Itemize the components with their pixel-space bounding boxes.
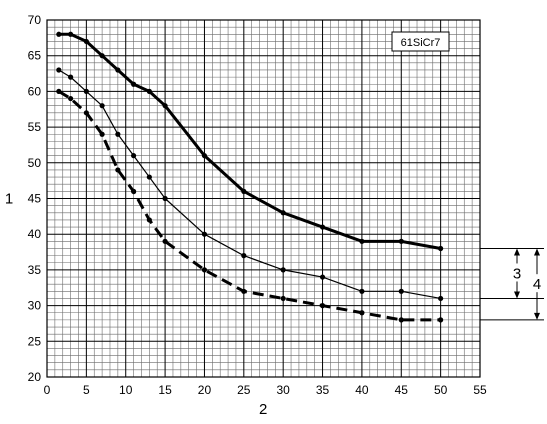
series-layer bbox=[56, 31, 444, 323]
series-thin-solid bbox=[56, 67, 444, 302]
major-grid bbox=[46, 19, 481, 378]
annotation-arrowhead-down bbox=[534, 312, 540, 320]
data-point bbox=[115, 167, 121, 173]
data-point bbox=[68, 95, 74, 102]
data-point bbox=[359, 288, 365, 294]
data-point bbox=[201, 231, 208, 237]
data-point bbox=[438, 317, 444, 323]
y-tick-label: 25 bbox=[28, 334, 42, 348]
tick-labels: 20 25 30 35 40 45 50 55 60 65 70 0 5 10 15 20 25 30 35 40 45… bbox=[28, 13, 487, 397]
x-tick-label: 35 bbox=[316, 383, 330, 397]
y-tick-label: 50 bbox=[28, 156, 42, 170]
annotation-arrowhead-down bbox=[514, 291, 520, 299]
x-tick-label: 25 bbox=[237, 383, 251, 397]
data-point bbox=[131, 188, 137, 194]
legend-box: 61SiCr7 bbox=[391, 31, 450, 52]
data-point bbox=[68, 31, 74, 37]
data-point bbox=[83, 38, 89, 45]
x-tick-label: 40 bbox=[355, 383, 369, 397]
data-point bbox=[146, 217, 152, 223]
x-tick-label: 5 bbox=[83, 383, 90, 397]
data-point bbox=[319, 274, 326, 280]
x-tick-label: 15 bbox=[158, 383, 172, 397]
y-tick-label: 55 bbox=[28, 120, 42, 134]
x-tick-label: 55 bbox=[473, 383, 487, 397]
data-point bbox=[68, 74, 74, 80]
range-annotations: 34 bbox=[480, 247, 544, 321]
data-point bbox=[99, 53, 105, 59]
data-point bbox=[131, 81, 137, 87]
data-point bbox=[280, 267, 286, 273]
data-point bbox=[115, 131, 121, 137]
data-point bbox=[359, 238, 365, 244]
data-point bbox=[319, 224, 326, 230]
data-point bbox=[438, 245, 444, 252]
y-tick-label: 60 bbox=[28, 84, 42, 98]
annotation-arrowhead-up bbox=[514, 248, 520, 256]
series-line bbox=[58, 90, 441, 322]
data-point bbox=[398, 288, 404, 294]
x-tick-label: 45 bbox=[395, 383, 409, 397]
x-axis-label: 2 bbox=[259, 401, 267, 418]
data-point bbox=[162, 195, 168, 202]
data-point bbox=[359, 310, 365, 316]
data-point bbox=[241, 253, 247, 259]
data-point bbox=[241, 188, 247, 194]
data-point bbox=[280, 210, 286, 216]
annotation-label: 3 bbox=[513, 265, 521, 282]
data-point bbox=[99, 103, 105, 109]
series-thick-solid bbox=[56, 31, 444, 252]
x-tick-label: 30 bbox=[277, 383, 291, 397]
data-point bbox=[398, 238, 404, 244]
y-tick-label: 45 bbox=[28, 192, 42, 206]
data-point bbox=[319, 303, 326, 309]
data-point bbox=[99, 131, 105, 137]
data-point bbox=[146, 174, 152, 180]
data-point bbox=[162, 103, 168, 109]
annotation-arrowhead-up bbox=[534, 248, 540, 256]
data-point bbox=[438, 295, 444, 302]
data-point bbox=[56, 67, 62, 73]
data-point bbox=[56, 88, 62, 94]
annotation-label-bg bbox=[531, 274, 543, 293]
data-point bbox=[56, 31, 62, 37]
y-tick-label: 30 bbox=[28, 299, 42, 313]
y-tick-label: 20 bbox=[28, 370, 42, 384]
annotation-label-bg bbox=[511, 263, 523, 282]
y-tick-label: 70 bbox=[28, 13, 42, 27]
x-tick-label: 0 bbox=[44, 383, 51, 397]
x-tick-label: 20 bbox=[198, 383, 212, 397]
annotation-label: 4 bbox=[533, 276, 541, 293]
y-tick-label: 40 bbox=[28, 227, 42, 241]
plot-frame bbox=[46, 19, 481, 378]
data-point bbox=[280, 295, 286, 302]
data-point bbox=[115, 67, 121, 73]
data-point bbox=[241, 288, 247, 294]
data-point bbox=[83, 110, 89, 116]
data-point bbox=[201, 267, 208, 273]
data-point bbox=[83, 88, 89, 94]
x-tick-label: 50 bbox=[434, 383, 448, 397]
data-point bbox=[131, 153, 137, 159]
y-tick-label: 35 bbox=[28, 263, 42, 277]
legend-label: 61SiCr7 bbox=[401, 37, 441, 49]
data-point bbox=[162, 238, 168, 244]
data-point bbox=[398, 317, 404, 323]
x-tick-label: 10 bbox=[119, 383, 133, 397]
y-axis-label: 1 bbox=[5, 191, 13, 208]
data-point bbox=[201, 153, 208, 159]
y-tick-label: 65 bbox=[28, 49, 42, 63]
series-thick-dashed bbox=[56, 88, 444, 323]
data-point bbox=[146, 88, 152, 94]
